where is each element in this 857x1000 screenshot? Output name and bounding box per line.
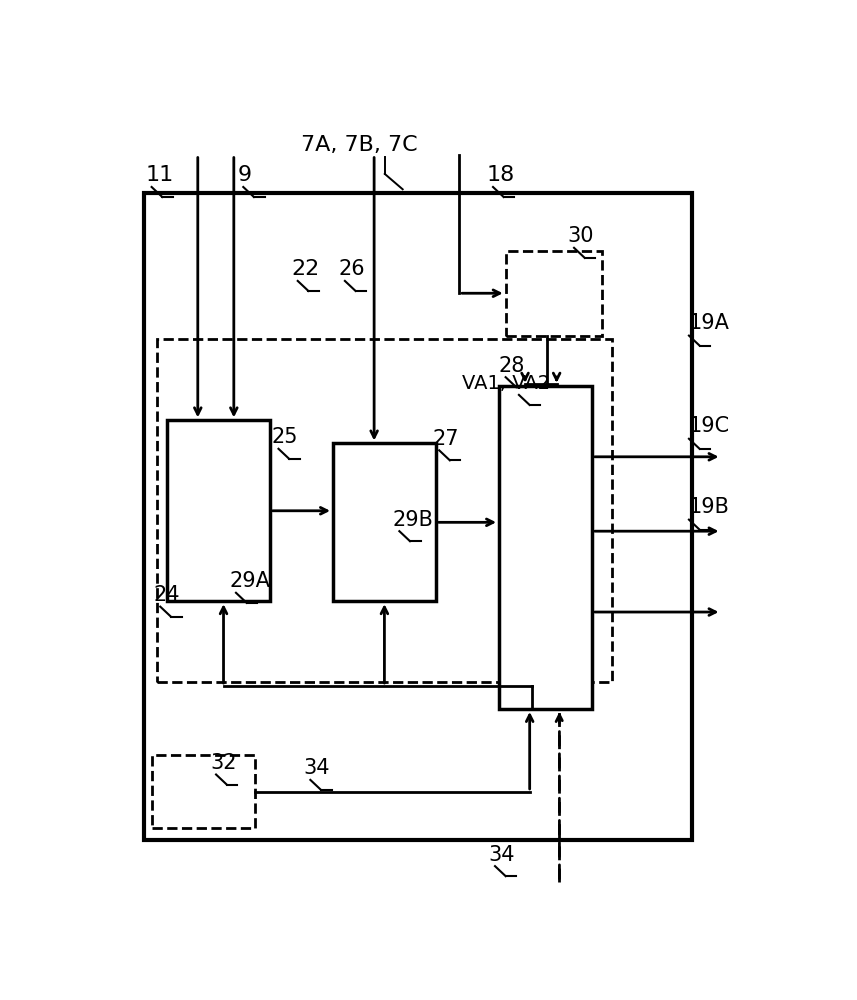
Text: 18: 18 [487,165,515,185]
Text: 22: 22 [291,259,320,279]
Text: 11: 11 [146,165,174,185]
Text: 19B: 19B [689,497,730,517]
Text: 32: 32 [210,753,237,773]
Text: 34: 34 [303,758,330,778]
Text: 7A, 7B, 7C: 7A, 7B, 7C [301,135,418,155]
Text: 34: 34 [488,845,515,865]
Bar [167,420,270,601]
Text: 30: 30 [567,226,594,246]
Text: 28: 28 [499,356,525,376]
Text: 19A: 19A [689,313,730,333]
Text: 29A: 29A [230,571,271,591]
Bar [333,443,436,601]
Text: 9: 9 [237,165,251,185]
Text: VA1, VA2: VA1, VA2 [463,374,550,393]
Bar [499,386,592,709]
Text: 29B: 29B [393,510,434,530]
Bar [157,339,612,682]
Text: 19C: 19C [689,416,730,436]
Text: 25: 25 [272,427,298,447]
Bar [144,193,692,840]
Bar [153,755,255,828]
Text: 27: 27 [433,429,459,449]
Text: 24: 24 [153,585,180,605]
Bar [506,251,602,336]
Text: 26: 26 [339,259,365,279]
